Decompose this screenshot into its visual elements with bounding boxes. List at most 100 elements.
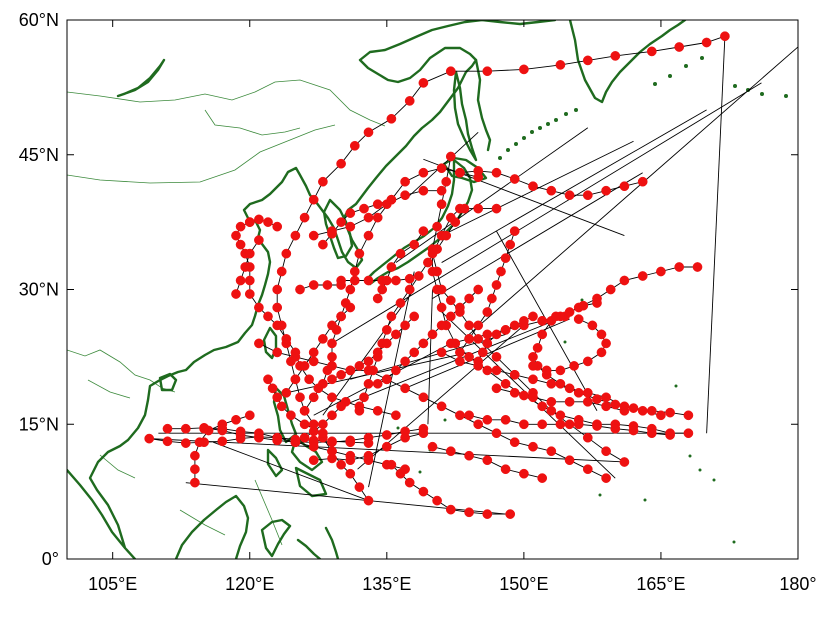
track-point [528, 374, 538, 385]
track-point [436, 401, 447, 412]
track-line-24 [358, 208, 465, 411]
track-point [445, 151, 456, 162]
track-point [569, 361, 579, 371]
track-point [322, 280, 333, 290]
track-point [432, 244, 442, 254]
track-point [546, 378, 557, 389]
track-point [290, 437, 301, 448]
track-point [240, 262, 251, 272]
track-point [555, 410, 566, 421]
track-point [587, 320, 598, 331]
track-point [610, 423, 621, 434]
track-point [601, 401, 611, 412]
track-connector-4 [395, 127, 589, 263]
track-point [455, 356, 465, 367]
track-point [418, 226, 429, 236]
track-point [345, 468, 356, 479]
track-point [272, 432, 283, 443]
track-point [349, 140, 360, 151]
track-point [455, 167, 465, 178]
track-point [665, 430, 675, 440]
track-point [500, 464, 511, 475]
track-point [445, 295, 456, 306]
track-point [601, 338, 611, 349]
track-connector-10 [340, 316, 566, 407]
track-point [354, 482, 365, 492]
track-point [582, 356, 593, 367]
track-point [263, 217, 273, 227]
track-point [592, 421, 602, 431]
track-point [491, 203, 502, 214]
track-point [290, 230, 301, 241]
track-point [509, 387, 520, 398]
track-point [372, 212, 383, 223]
track-point [327, 410, 337, 421]
track-point [528, 361, 538, 371]
track-point [491, 383, 502, 394]
track-point [459, 203, 470, 214]
track-point [190, 450, 200, 461]
track-point [665, 407, 675, 418]
track-point [336, 158, 346, 169]
track-point [304, 374, 314, 385]
track-point [482, 338, 493, 349]
track-point [413, 271, 424, 281]
track-point [637, 271, 648, 281]
track-point [286, 410, 296, 421]
track-point [491, 352, 502, 362]
track-point [263, 311, 273, 322]
track-point [400, 356, 410, 367]
track-point [692, 262, 703, 272]
track-point [528, 441, 538, 452]
track-point [345, 208, 356, 218]
track-point [628, 403, 639, 413]
track-point [272, 320, 283, 331]
track-point [381, 459, 392, 470]
track-point [231, 414, 241, 425]
track-point [537, 473, 548, 483]
track-point [231, 289, 241, 299]
track-point [404, 273, 415, 284]
track-point [601, 392, 611, 403]
track-point [487, 293, 497, 304]
track-connector-5 [441, 109, 707, 263]
country-borders [67, 79, 386, 546]
track-point [281, 334, 292, 344]
track-point [336, 369, 346, 380]
track-point [582, 190, 593, 201]
x-tick-label: 135°E [362, 574, 411, 594]
track-point [546, 185, 557, 196]
track-point [528, 392, 538, 403]
track-point [345, 284, 356, 295]
lake-outline [116, 58, 166, 98]
track-point [573, 419, 584, 430]
track-point [509, 320, 520, 331]
track-point [464, 320, 474, 331]
track-point [381, 441, 392, 452]
track-point [528, 181, 538, 192]
track-point [313, 383, 324, 394]
track-point [327, 352, 337, 362]
track-point [628, 425, 639, 436]
taiwan-coastline [262, 326, 278, 360]
track-point [404, 96, 415, 106]
track-point [377, 284, 388, 295]
track-point [445, 311, 456, 322]
track-point [432, 495, 442, 506]
track-point [555, 60, 566, 70]
track-point [427, 266, 438, 277]
track-point [473, 166, 484, 176]
track-point [582, 432, 593, 443]
track-connector-1 [441, 140, 634, 237]
track-point [299, 405, 310, 416]
track-point [551, 311, 561, 322]
track-point [308, 194, 319, 205]
track-point [500, 325, 511, 335]
track-point [336, 217, 346, 227]
track-point [519, 390, 529, 401]
track-point [327, 228, 337, 239]
track-point [386, 113, 397, 124]
track-point [509, 226, 520, 236]
track-point [327, 436, 337, 447]
